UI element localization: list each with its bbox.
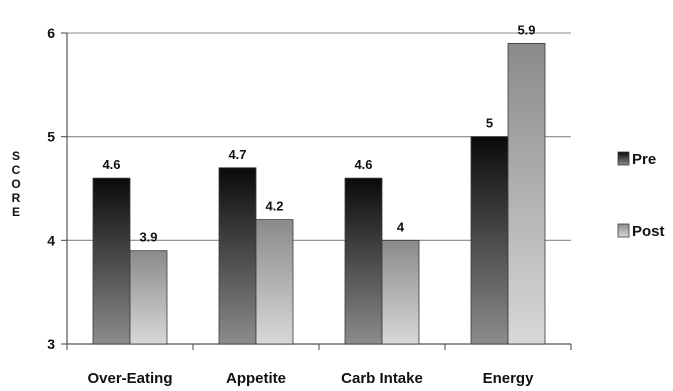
- y-axis-title-letter: C: [12, 163, 21, 177]
- bars: [92, 42, 546, 345]
- y-tick-label: 6: [47, 25, 55, 41]
- bar-post-3: [507, 42, 546, 345]
- bar-pre-1: [218, 167, 257, 345]
- y-axis-title-letter: R: [12, 191, 21, 205]
- bar-pre-0: [92, 177, 131, 345]
- data-label-pre-0: 4.6: [102, 157, 120, 172]
- y-axis-title-letter: O: [11, 177, 20, 191]
- bar-pre-3: [470, 136, 509, 345]
- data-labels: 4.6 3.9 4.7 4.2 4.6 4 5 5.9: [102, 22, 535, 244]
- data-label-pre-2: 4.6: [354, 157, 372, 172]
- data-label-post-2: 4: [397, 219, 405, 234]
- category-label: Carb Intake: [341, 370, 423, 387]
- category-labels: Over-Eating Appetite Carb Intake Energy: [66, 344, 572, 387]
- y-tick-label: 3: [47, 336, 55, 352]
- legend-swatch-post: [617, 223, 630, 238]
- y-tick-label: 4: [47, 232, 55, 248]
- bar-pre-2: [344, 177, 383, 345]
- bar-post-2: [381, 239, 420, 345]
- category-label: Energy: [483, 370, 535, 387]
- data-label-post-0: 3.9: [139, 230, 157, 245]
- bar-post-1: [255, 219, 294, 345]
- y-axis-title-letter: S: [12, 149, 20, 163]
- y-tick-label: 5: [47, 129, 55, 145]
- legend-label-post: Post: [632, 223, 665, 240]
- data-label-post-1: 4.2: [265, 199, 283, 214]
- data-label-post-3: 5.9: [517, 22, 535, 37]
- category-label: Appetite: [226, 370, 286, 387]
- legend: Pre Post: [617, 151, 665, 240]
- bar-post-0: [129, 250, 168, 345]
- legend-swatch-pre: [617, 151, 630, 166]
- category-label: Over-Eating: [87, 370, 172, 387]
- data-label-pre-1: 4.7: [228, 147, 246, 162]
- y-tick-labels: 3 4 5 6: [47, 25, 67, 352]
- data-label-pre-3: 5: [486, 116, 493, 131]
- y-axis-title-letter: E: [12, 205, 20, 219]
- legend-label-pre: Pre: [632, 151, 656, 168]
